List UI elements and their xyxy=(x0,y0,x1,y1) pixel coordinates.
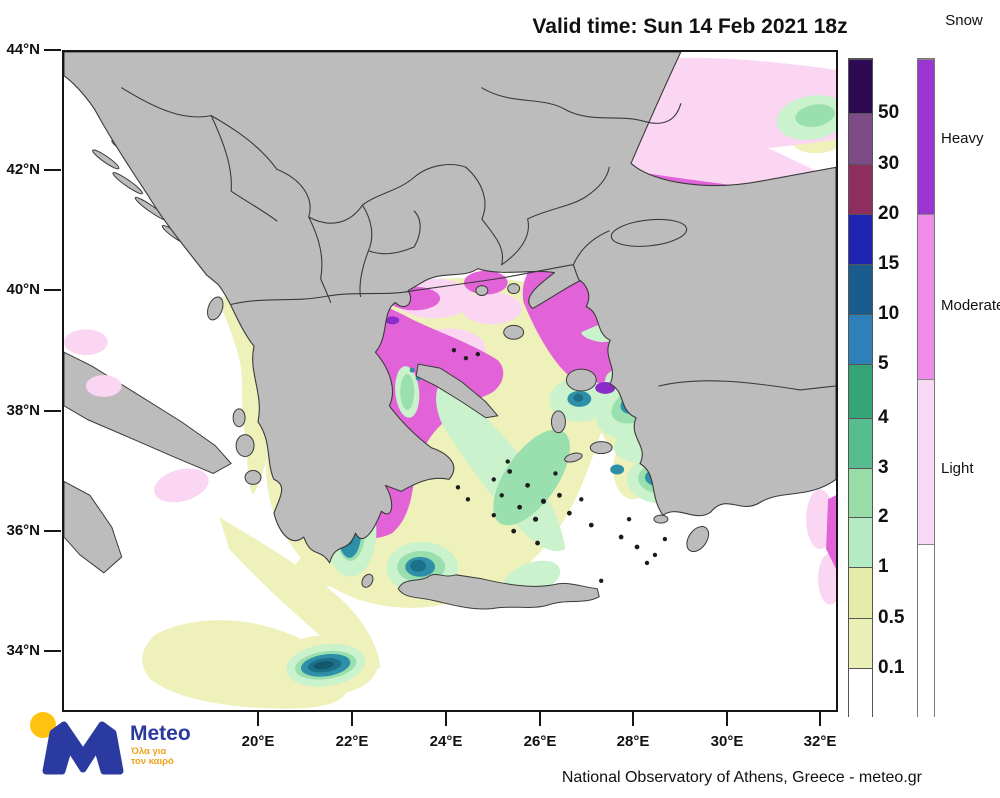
lat-tick xyxy=(44,650,61,652)
lat-label: 36°N xyxy=(6,522,40,539)
precip-threshold-label: 15 xyxy=(878,253,900,274)
precip-threshold-label: 0.5 xyxy=(878,607,905,628)
precip-colorbar-segment xyxy=(849,164,872,214)
lat-tick xyxy=(44,530,61,532)
lon-label: 22°E xyxy=(335,733,369,750)
lat-label: 42°N xyxy=(6,161,40,178)
precip-colorbar-segment xyxy=(849,113,872,164)
precip-threshold-label: 50 xyxy=(878,102,900,123)
lat-tick xyxy=(44,410,61,412)
precip-colorbar-segment xyxy=(849,264,872,314)
precip-threshold-label: 5 xyxy=(878,353,889,374)
lon-tick xyxy=(632,712,634,726)
lon-tick xyxy=(539,712,541,726)
lat-tick xyxy=(44,49,61,51)
precip-colorbar-segment xyxy=(849,214,872,264)
lat-label: 34°N xyxy=(6,642,40,659)
precipitation-field xyxy=(63,46,848,710)
precip-colorbar-segment xyxy=(849,468,872,517)
snow-legend-title: Snow xyxy=(945,12,983,29)
lon-label: 24°E xyxy=(429,733,463,750)
lon-label: 32°E xyxy=(803,733,837,750)
precip-colorbar xyxy=(848,58,873,718)
lon-label: 26°E xyxy=(523,733,557,750)
lon-tick xyxy=(819,712,821,726)
logo-brand-text: Meteo xyxy=(130,722,191,745)
attribution-text: National Observatory of Athens, Greece -… xyxy=(561,769,922,786)
small-island-dots xyxy=(451,348,668,583)
forecast-map xyxy=(62,46,848,712)
precip-threshold-label: 2 xyxy=(878,506,889,527)
precip-colorbar-segment xyxy=(849,567,872,618)
precip-threshold-label: 3 xyxy=(878,457,889,478)
precip-colorbar-segment xyxy=(849,418,872,468)
lon-tick xyxy=(351,712,353,726)
precip-colorbar-segment xyxy=(849,364,872,418)
lon-label: 20°E xyxy=(241,733,275,750)
lon-tick xyxy=(726,712,728,726)
precip-colorbar-segment xyxy=(849,314,872,364)
precip-threshold-label: 20 xyxy=(878,203,900,224)
snow-category-label: Light xyxy=(941,460,974,477)
precip-threshold-label: 0.1 xyxy=(878,657,905,678)
snow-colorbar-segment xyxy=(918,59,934,214)
precip-threshold-label: 10 xyxy=(878,303,900,324)
lat-label: 40°N xyxy=(6,281,40,298)
valid-time-title: Valid time: Sun 14 Feb 2021 18z xyxy=(532,15,848,38)
lon-tick xyxy=(445,712,447,726)
precip-threshold-label: 4 xyxy=(878,407,889,428)
snow-colorbar-segment xyxy=(918,544,934,718)
precip-colorbar-segment xyxy=(849,618,872,668)
snow-colorbar xyxy=(917,58,935,718)
logo-m-icon xyxy=(42,721,124,775)
lat-tick xyxy=(44,169,61,171)
lat-tick xyxy=(44,289,61,291)
snow-category-label: Moderate xyxy=(941,297,1000,314)
precip-threshold-label: 1 xyxy=(878,556,889,577)
meteo-logo: Meteo Όλα για τον καιρό xyxy=(28,710,228,780)
islands xyxy=(207,283,710,610)
lon-tick xyxy=(257,712,259,726)
lat-label: 38°N xyxy=(6,402,40,419)
snow-colorbar-segment xyxy=(918,214,934,379)
lon-label: 28°E xyxy=(616,733,650,750)
precip-colorbar-segment xyxy=(849,517,872,567)
precip-colorbar-segment xyxy=(849,59,872,113)
lat-label: 44°N xyxy=(6,41,40,58)
snow-category-label: Heavy xyxy=(941,130,984,147)
precip-threshold-label: 30 xyxy=(878,153,900,174)
country-borders xyxy=(63,51,837,564)
lon-label: 30°E xyxy=(710,733,744,750)
snow-colorbar-segment xyxy=(918,379,934,544)
precip-colorbar-segment xyxy=(849,668,872,718)
logo-tagline: Όλα για τον καιρό xyxy=(131,746,174,767)
